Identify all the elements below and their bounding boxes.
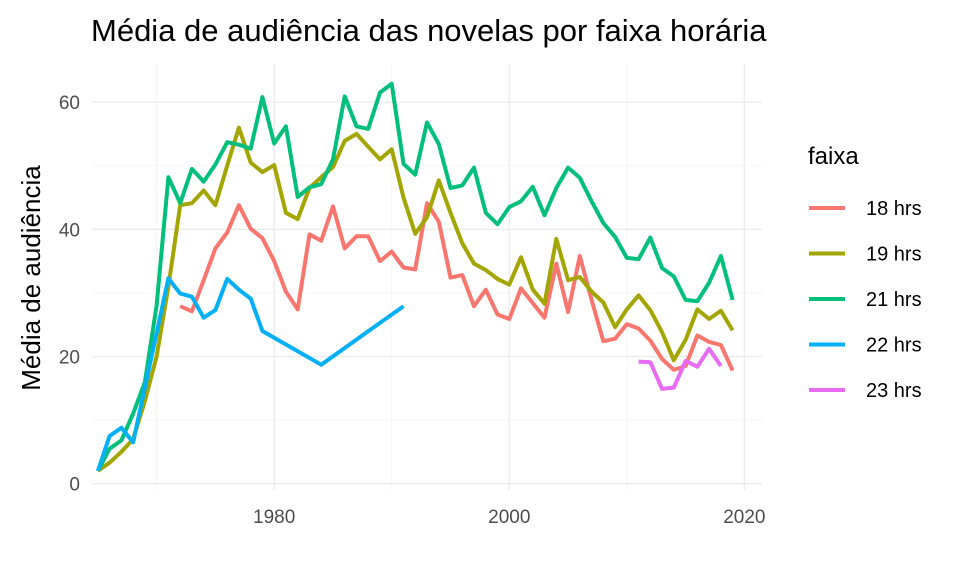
series-line-19-hrs: [96, 125, 735, 473]
legend-label: 21 hrs: [866, 289, 922, 311]
series-line-21-hrs: [96, 81, 735, 472]
legend: 18 hrs 19 hrs 21 hrs 22 hrs 23 hrs: [809, 198, 922, 402]
legend-label: 19 hrs: [866, 244, 922, 266]
x-tick-label: 2020: [723, 507, 765, 528]
x-tick-label: 2000: [488, 507, 530, 528]
series-line-18-hrs: [179, 201, 735, 372]
legend-label: 18 hrs: [866, 198, 922, 220]
legend-title: faixa: [808, 143, 859, 170]
series-lines: [96, 81, 735, 473]
y-tick-label: 0: [69, 475, 80, 496]
y-tick-label: 20: [59, 347, 80, 368]
x-axis-tick-labels: 1980 2000 2020: [253, 507, 765, 528]
y-axis-tick-labels: 0 20 40 60: [59, 93, 80, 495]
x-tick-label: 1980: [253, 507, 295, 528]
series-line-22-hrs: [96, 276, 405, 472]
y-tick-label: 40: [59, 220, 80, 241]
chart-title: Média de audiência das novelas por faixa…: [91, 13, 767, 48]
y-tick-label: 60: [59, 93, 80, 114]
series-line-23-hrs: [638, 346, 723, 391]
legend-label: 22 hrs: [866, 335, 922, 357]
grid-lines: [92, 64, 762, 490]
y-axis-title: Média de audiência: [16, 165, 46, 391]
legend-label: 23 hrs: [866, 380, 922, 402]
